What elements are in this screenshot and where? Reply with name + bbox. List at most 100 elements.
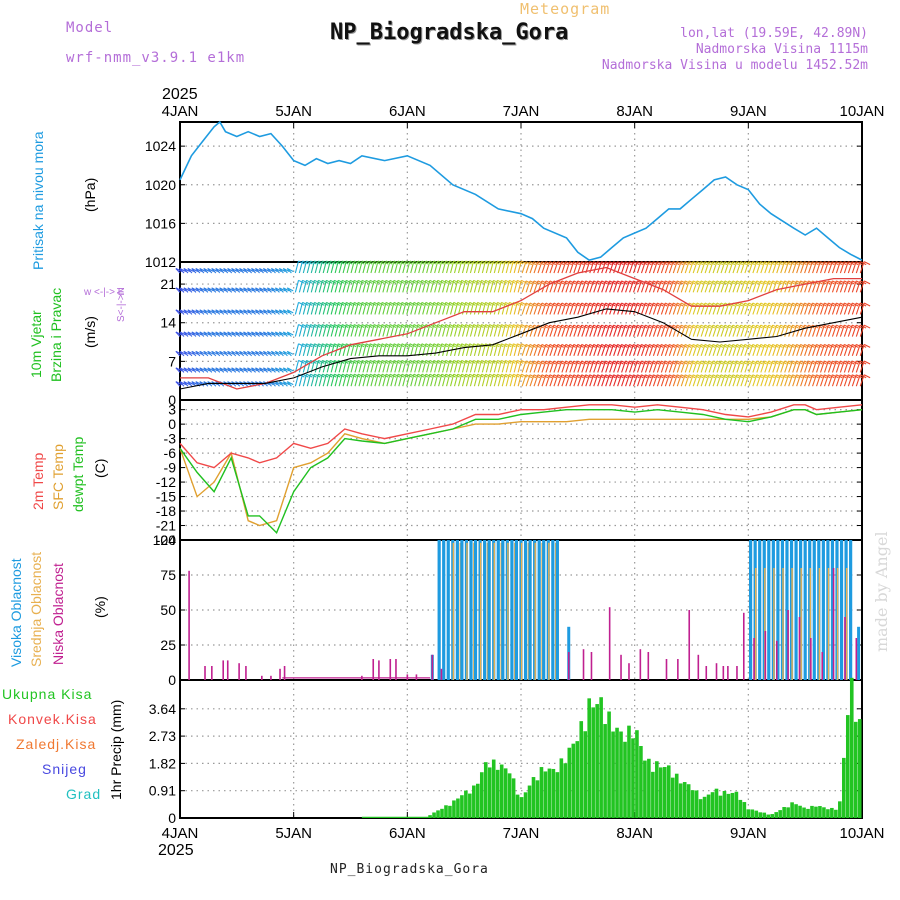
- wind-barb-flag: [513, 260, 520, 265]
- wind-barb-shaft: [537, 324, 543, 337]
- wind-barb-shaft: [505, 360, 510, 373]
- wind-barb-flag: [429, 373, 437, 378]
- wind-barb-shaft: [585, 324, 591, 337]
- wind-barb-flag: [314, 301, 321, 306]
- wind-barb-shaft: [509, 360, 514, 373]
- wind-barb-shaft: [712, 374, 718, 387]
- wind-barb-shaft: [760, 280, 766, 293]
- low-cloud-bar: [753, 638, 755, 680]
- wind-barb-flag: [298, 359, 305, 364]
- high-cloud-bar: [812, 540, 816, 680]
- wind-barb-flag: [179, 309, 187, 314]
- wind-barb-shaft: [764, 280, 770, 293]
- wind-barb-shaft: [501, 343, 506, 356]
- low-cloud-bar: [395, 659, 397, 680]
- wind-barb-shaft: [473, 302, 479, 315]
- wind-barb-shaft: [310, 343, 315, 356]
- wind-barb-shaft: [521, 302, 527, 315]
- wind-barb-flag: [369, 373, 377, 378]
- precip-bar: [786, 807, 790, 818]
- wind-barb-flag: [306, 279, 313, 284]
- wind-barbs: [175, 260, 871, 387]
- wind-barb-shaft: [605, 374, 611, 387]
- wind-barb-flag: [413, 301, 421, 306]
- wind-barb-shaft: [394, 324, 399, 337]
- wind-barb-shaft: [700, 261, 706, 274]
- wind-barb-shaft: [493, 280, 498, 293]
- wind-barb-shaft: [402, 343, 407, 356]
- model-label: Model: [66, 20, 114, 36]
- wind-barb-shaft: [453, 260, 459, 274]
- wind-barb-flag: [314, 343, 321, 348]
- wind-barb-shaft: [410, 302, 415, 315]
- wind-barb-shaft: [839, 374, 845, 387]
- wind-barb-shaft: [557, 261, 563, 274]
- wind-barb-shaft: [843, 261, 849, 274]
- wind-barb-flag: [283, 381, 290, 386]
- wind-barb-flag: [417, 279, 425, 284]
- precip-bar: [678, 783, 683, 818]
- wind-barb-shaft: [438, 360, 443, 373]
- wind-barb-flag: [477, 323, 484, 328]
- wind-barb-flag: [441, 323, 448, 328]
- wind-barb-flag: [513, 323, 520, 328]
- wind-barb-flag: [357, 323, 365, 328]
- wind-barb-shaft: [648, 302, 654, 315]
- wind-barb-shaft: [505, 374, 510, 387]
- wind-barb-shaft: [823, 261, 829, 274]
- wind-barb-shaft: [521, 360, 527, 373]
- wind-barb-shaft: [764, 261, 770, 274]
- wind-barb-shaft: [330, 302, 335, 315]
- wind-barb-flag: [417, 323, 425, 328]
- wind-barb-shaft: [374, 302, 379, 315]
- wind-barb-shaft: [819, 374, 825, 387]
- wind-barb-shaft: [656, 374, 662, 387]
- wind-barb-flag: [361, 359, 369, 364]
- wind-barb-shaft: [577, 344, 583, 357]
- wind-barb-shaft: [609, 344, 615, 357]
- wind-barb-shaft: [549, 344, 555, 357]
- wind-barb-flag: [497, 279, 504, 284]
- wind-barb-flag: [346, 373, 353, 378]
- wind-barb-shaft: [843, 324, 849, 337]
- wind-barb-shaft: [481, 280, 487, 293]
- wind-barb-flag: [373, 373, 381, 378]
- wind-barb-shaft: [648, 280, 654, 293]
- low-cloud-bar: [431, 654, 434, 680]
- wind-barb-flag: [263, 268, 270, 273]
- wind-barb-shaft: [442, 302, 447, 315]
- wind-barb-shaft: [593, 324, 599, 337]
- wind-barb-shaft: [752, 280, 758, 293]
- wind-barb-shaft: [473, 260, 479, 274]
- wind-barb-flag: [433, 260, 441, 265]
- wind-barb-shaft: [621, 261, 626, 274]
- wind-barb-shaft: [859, 261, 865, 274]
- precip-bar: [659, 767, 663, 818]
- wind-barb-shaft: [804, 280, 809, 293]
- wind-barb-shaft: [561, 261, 567, 274]
- wind-barb-flag: [338, 373, 345, 378]
- low-cloud-bar: [715, 663, 718, 680]
- wind-barb-shaft: [589, 374, 595, 387]
- wind-barb-shaft: [418, 343, 423, 356]
- wind-barb-flag: [473, 323, 480, 328]
- wind-barb-shaft: [847, 374, 853, 387]
- wind-barb-flag: [235, 350, 242, 355]
- wind-barb-shaft: [537, 302, 543, 315]
- wind-barb-flag: [361, 343, 369, 348]
- wind-barb-shaft: [541, 374, 547, 387]
- wind-barb-flag: [203, 268, 210, 273]
- wind-barb-shaft: [318, 280, 323, 293]
- wind-barb-shaft: [796, 324, 801, 337]
- wind-barb-flag: [501, 323, 508, 328]
- wind-barb-shaft: [652, 374, 658, 387]
- wind-barb-flag: [298, 301, 305, 306]
- wind-barb-flag: [413, 373, 421, 378]
- wind-barb-shaft: [680, 324, 686, 337]
- wind-barb-flag: [259, 331, 266, 336]
- precip-bar: [842, 757, 846, 818]
- wind-barb-shaft: [573, 302, 579, 315]
- wind-barb-shaft: [859, 374, 865, 387]
- precip-bar: [722, 790, 727, 818]
- wind-barb-shaft: [298, 280, 304, 293]
